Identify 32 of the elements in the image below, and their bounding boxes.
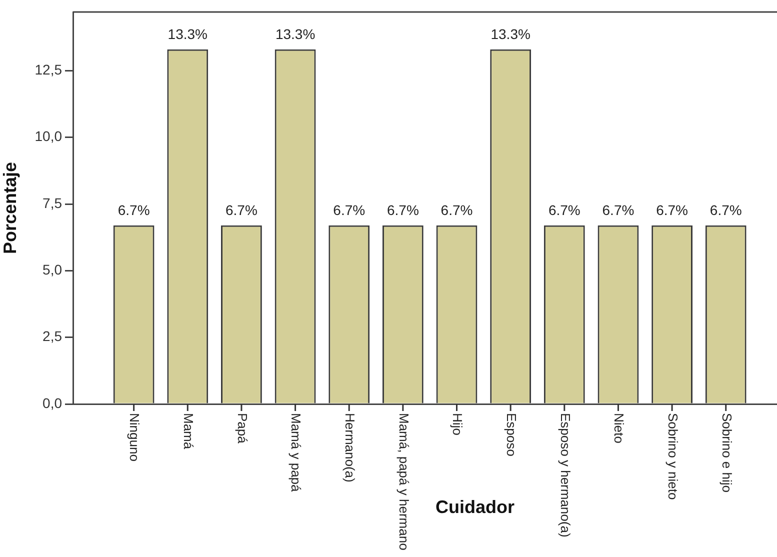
x-tick-label: Mamá y papá (288, 413, 304, 493)
data-label: 13.3% (490, 26, 530, 42)
data-label: 6.7% (710, 202, 742, 218)
data-label: 6.7% (602, 202, 634, 218)
x-tick-label: Hermano(a) (342, 413, 358, 482)
data-label: 6.7% (226, 202, 258, 218)
data-label: 6.7% (118, 202, 150, 218)
x-tick-label: Ninguno (127, 413, 142, 462)
data-label: 6.7% (333, 202, 366, 218)
x-tick-label: Hijo (450, 413, 466, 436)
x-tick-label: Esposo (504, 413, 519, 456)
data-label: 6.7% (386, 202, 419, 218)
y-tick-label: 10,0 (34, 128, 62, 144)
y-tick-label: 2,5 (42, 328, 62, 344)
x-tick-label: Sobrino e hijo (719, 413, 734, 492)
x-tick-label: Nieto (612, 413, 627, 444)
y-axis-title: Porcentaje (0, 162, 20, 254)
data-label: 6.7% (440, 202, 473, 218)
y-tick-label: 7,5 (42, 194, 62, 211)
data-label: 6.7% (656, 202, 688, 218)
data-label: 13.3% (168, 26, 208, 42)
y-tick-label: 5,0 (42, 262, 62, 278)
x-tick-label: Sobrino y nieto (665, 413, 680, 500)
data-label: 6.7% (548, 202, 580, 218)
x-axis-title: Cuidador (436, 496, 514, 517)
data-label: 13.3% (275, 26, 316, 42)
x-tick-label: Esposo y hermano(a) (558, 413, 573, 538)
y-tick-label: 12,5 (34, 62, 62, 78)
x-tick-label: Mamá, papá y hermano (396, 413, 412, 550)
x-tick-label: Papá (234, 413, 250, 444)
x-tick-label: Mamá (181, 413, 196, 450)
y-tick-label: 0,0 (42, 394, 62, 411)
